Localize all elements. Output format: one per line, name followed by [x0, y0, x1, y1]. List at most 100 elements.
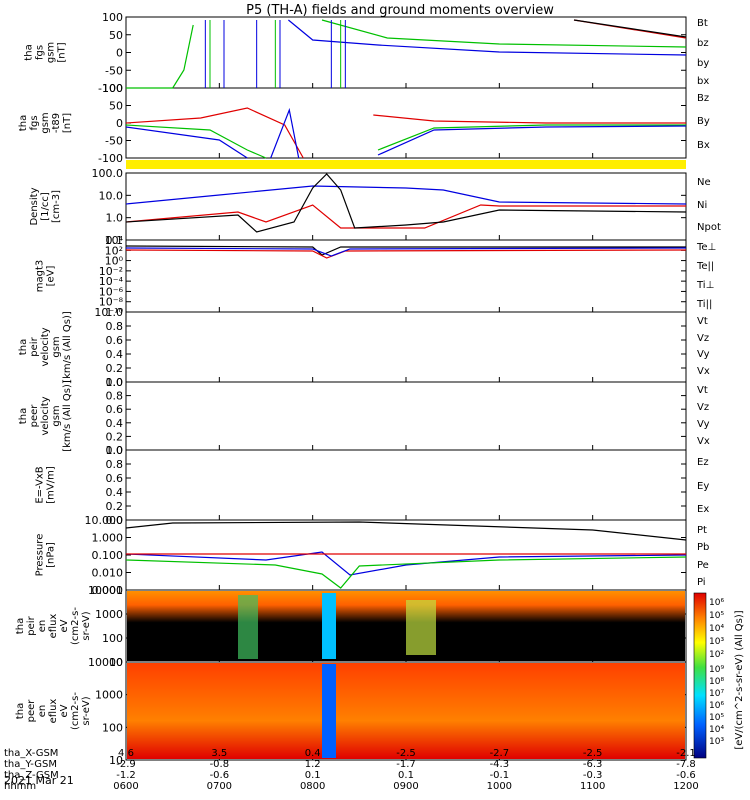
p4-ti [125, 247, 687, 257]
ytick-label: 0.4 [106, 417, 124, 430]
footer-value: 0800 [300, 781, 325, 792]
ytick-label: 0.1 [106, 234, 124, 247]
ytick-label: 0.8 [106, 458, 124, 471]
colorbar-ticks: 10⁶ 10⁵ 10⁴ 10³ 10² 10⁹ 10⁸ 10⁷ 10⁶ 10⁵ 10⁴ 10³ [709, 598, 724, 747]
footer-value: -0.8 [210, 759, 230, 770]
ylabel-line: [nT] [57, 42, 68, 62]
footer-value: 0600 [113, 781, 138, 792]
legend-item: Vx [697, 436, 710, 447]
p2-by-tail [377, 124, 686, 151]
ytick-label: 0.2 [106, 500, 124, 513]
spec-peer-band [322, 664, 336, 758]
colorbar-tick: 10⁴ [709, 725, 724, 735]
footer-value: -2.1 [676, 748, 696, 759]
ytick-label: 0 [116, 117, 123, 130]
ytick-label: 1000 [95, 689, 123, 702]
legend-item: Bz [697, 93, 709, 104]
ytick-label: 10 [109, 656, 123, 669]
ylabel-line: eV [59, 704, 70, 717]
panel-3: 100.0 10.0 1.0 0.1 Density [1/cc] [cm-3] Ne Ni Np… [29, 167, 721, 247]
ylabel-line: peir [29, 336, 40, 356]
footer-value: -2.9 [116, 759, 136, 770]
p8-pt-line [125, 521, 687, 541]
panel-frame [125, 311, 687, 383]
legend-item: Pb [697, 542, 709, 553]
ytick-label: 0.0 [106, 376, 124, 389]
legend-item: Ey [697, 481, 709, 492]
ylabel-line: [cm-3] [51, 190, 62, 223]
footer: tha_X-GSM 4.6 3.5 0.4 -2.5 -2.7 -2.5 -2.1 tha_Y-… [4, 748, 699, 792]
spec-peir-band [322, 593, 336, 659]
ylabel-line: -t89 [51, 113, 62, 133]
ytick-label: 10⁻⁸ [99, 296, 124, 309]
legend-item: Vx [697, 366, 710, 377]
ytick-label: 50 [109, 100, 123, 113]
ytick-label: 1.0 [106, 444, 124, 457]
ylabel-line: E=-VxB [35, 466, 46, 503]
ytick-label: 10⁻² [99, 265, 123, 278]
legend-item: Pe [697, 560, 709, 571]
ylabel-line: velocity [40, 327, 51, 366]
footer-value: 0.4 [305, 748, 321, 759]
colorbar-tick: 10⁸ [709, 677, 724, 687]
ytick-label: 50 [109, 29, 123, 42]
ylabel-line: [mV/m] [46, 466, 57, 504]
ytick-label: -100 [98, 152, 123, 165]
legend-item: Ne [697, 177, 711, 188]
ylabel-line: eflux [48, 614, 59, 639]
ylabel-line: [km/s (All Qs)] [62, 380, 73, 452]
colorbar-tick: 10⁶ [709, 701, 724, 711]
ytick-label: 0.001 [92, 584, 124, 597]
ytick-label: 100 [102, 11, 123, 24]
spec-peer [127, 663, 685, 759]
ylabel-line: peer [26, 699, 37, 723]
ylabel-line: tha [18, 115, 29, 131]
footer-row-label: tha_Y-GSM [4, 759, 57, 770]
footer-row-label: tha_Z-GSM [4, 770, 59, 781]
ytick-label: 0.010 [92, 567, 124, 580]
ytick-label: 0.0 [106, 514, 124, 527]
ylabel-line: magt3 [35, 260, 46, 293]
quality-bar [126, 160, 686, 169]
legend-item: Bx [697, 140, 710, 151]
legend-item: Vy [697, 349, 710, 360]
p3-ni-line [125, 173, 687, 233]
spec-peir-feature [238, 595, 258, 659]
ytick-label: 100 [102, 632, 123, 645]
ylabel-line: gsm [51, 336, 62, 357]
spec-peir-feature-2 [406, 600, 436, 655]
ylabel-line: [km/s (All Qs)] [62, 311, 73, 383]
p1-by-line [126, 24, 194, 89]
ylabel-line: eflux [48, 699, 59, 724]
footer-row-label: hhmm [4, 781, 36, 792]
ytick-label: 10⁻¹⁰ [94, 306, 123, 319]
panel-frame [125, 381, 687, 451]
footer-value: 0700 [207, 781, 232, 792]
ytick-label: 0.6 [106, 334, 124, 347]
footer-value: -0.1 [490, 770, 510, 781]
ytick-label: 0.2 [106, 362, 124, 375]
panel-1: 100 50 0 -50 -100 tha fgs gsm [nT] Bt bz by bx [24, 11, 710, 95]
ytick-label: 10² [105, 244, 123, 257]
ytick-label: -50 [105, 64, 123, 77]
legend-item: Pt [697, 525, 707, 536]
footer-value: 1200 [673, 781, 698, 792]
p2-bx-tail [377, 125, 687, 156]
legend-item: Te⊥ [696, 242, 716, 253]
footer-value: -0.6 [676, 770, 696, 781]
ylabel-line: tha [15, 703, 26, 719]
p1-bt-line [573, 19, 687, 38]
p8-pe-line [125, 556, 687, 589]
ylabel-line: tha [15, 618, 26, 634]
ylabel-line: (cm2-s- [70, 607, 81, 645]
colorbar-tick: 10⁹ [709, 665, 724, 675]
legend-item: Ez [697, 457, 709, 468]
footer-value: 1.2 [305, 759, 321, 770]
ytick-label: 10.0 [99, 189, 124, 202]
date-label: 2021 Mar 21 [4, 774, 74, 787]
ylabel-line: (cm2-s- [70, 692, 81, 730]
colorbar-tick: 10³ [709, 737, 724, 747]
